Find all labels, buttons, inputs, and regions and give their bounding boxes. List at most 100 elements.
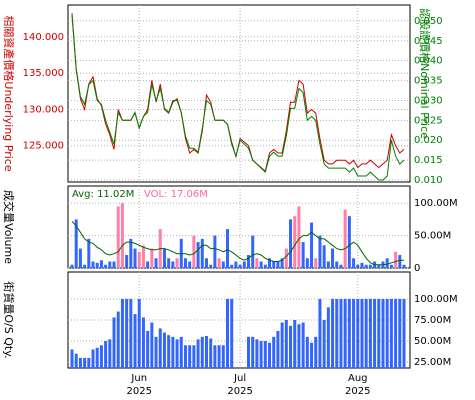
bar	[335, 261, 339, 268]
bar	[331, 248, 335, 268]
bar	[192, 235, 196, 268]
bar	[255, 339, 259, 368]
bar	[171, 336, 175, 368]
bar	[137, 251, 141, 268]
bar	[158, 328, 162, 368]
axis-title: 相關資產價格Underlying Price	[2, 15, 16, 171]
bar	[213, 345, 217, 368]
bar	[230, 298, 234, 368]
bar	[78, 248, 82, 268]
bar	[343, 298, 347, 368]
bar	[225, 298, 229, 368]
x-tick-year: 2025	[127, 386, 152, 397]
y-tick-label: 135.000	[23, 68, 64, 79]
bar	[364, 264, 368, 268]
bar	[289, 219, 293, 268]
bar	[314, 336, 318, 368]
x-tick-label: Jul	[233, 373, 246, 384]
bar	[221, 261, 225, 268]
y-tick-label: 0.040	[414, 56, 443, 67]
bar	[268, 342, 272, 368]
bar	[347, 216, 351, 268]
y-tick-label: 130.000	[23, 104, 64, 115]
bar	[360, 262, 364, 268]
bar	[204, 258, 208, 268]
bar	[171, 261, 175, 268]
bar	[402, 264, 406, 268]
bar	[183, 345, 187, 368]
bar	[368, 298, 372, 368]
bar	[200, 336, 204, 368]
bar	[213, 235, 217, 268]
bar	[305, 336, 309, 368]
bar	[221, 345, 225, 368]
bar	[322, 245, 326, 268]
bar	[251, 235, 255, 268]
bar	[74, 353, 78, 368]
bar	[364, 298, 368, 368]
bar	[318, 235, 322, 268]
bar	[146, 261, 150, 268]
bar	[284, 320, 288, 368]
bar	[196, 339, 200, 368]
bar	[234, 261, 238, 268]
bar	[347, 298, 351, 368]
y-tick-label: 0.030	[414, 95, 443, 106]
bar	[242, 261, 246, 268]
bar	[230, 264, 234, 268]
bar	[331, 298, 335, 368]
bar	[322, 320, 326, 368]
y-tick-label: 0.035	[414, 76, 443, 87]
price-line	[71, 12, 405, 181]
bar	[133, 248, 137, 268]
bar	[284, 248, 288, 268]
bar	[301, 322, 305, 368]
bar	[360, 298, 364, 368]
bar	[368, 264, 372, 268]
bar	[259, 341, 263, 368]
bar	[297, 324, 301, 368]
bar	[373, 298, 377, 368]
bar	[141, 245, 145, 268]
bar	[314, 258, 318, 268]
bar	[167, 258, 171, 268]
bar	[326, 261, 330, 268]
bar	[196, 242, 200, 268]
bar	[91, 349, 95, 368]
bar	[276, 261, 280, 268]
bar	[263, 341, 267, 368]
bar	[83, 264, 87, 268]
bar	[293, 216, 297, 268]
bar	[398, 298, 402, 368]
bar	[99, 345, 103, 368]
bar	[352, 298, 356, 368]
bar	[74, 219, 78, 268]
y-tick-label: 0.015	[414, 155, 443, 166]
bar	[125, 298, 129, 368]
bar	[289, 325, 293, 368]
bar	[310, 342, 314, 368]
y-tick-label: 0.010	[414, 175, 443, 186]
bar	[305, 258, 309, 268]
bar	[108, 339, 112, 368]
y-tick-label: 140.000	[23, 32, 64, 43]
bar	[247, 336, 251, 368]
bar	[120, 203, 124, 268]
x-tick-year: 2025	[227, 386, 252, 397]
bar	[192, 345, 196, 368]
bar	[154, 336, 158, 368]
bar	[209, 338, 213, 368]
price-panel-frame	[67, 4, 411, 183]
axis-title: 街貨量O/S Qty.	[2, 281, 16, 358]
bar	[112, 261, 116, 268]
bar	[175, 339, 179, 368]
bar	[339, 298, 343, 368]
bar	[268, 258, 272, 268]
y-tick-label: 100.00M	[414, 198, 458, 209]
bar	[70, 349, 74, 368]
bar	[188, 261, 192, 268]
bar	[377, 264, 381, 268]
bar	[217, 345, 221, 368]
bar	[200, 238, 204, 268]
